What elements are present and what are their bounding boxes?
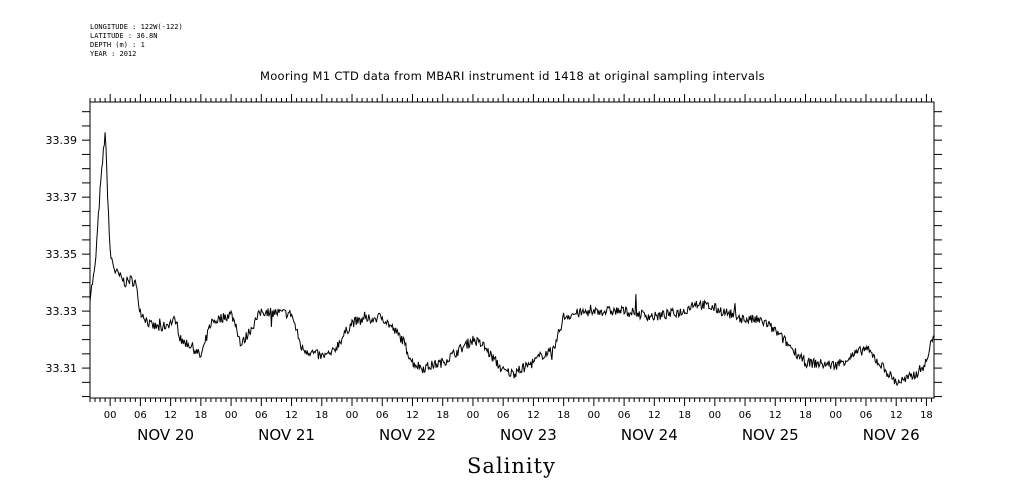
x-hour-tick-label: 12 xyxy=(769,410,782,421)
y-tick-label: 33.33 xyxy=(46,305,78,318)
x-hour-tick-label: 12 xyxy=(406,410,419,421)
x-hour-tick-label: 12 xyxy=(164,410,177,421)
metadata-block: LONGITUDE : 122W(-122) LATITUDE : 36.8N … xyxy=(90,23,183,59)
x-day-label: NOV 25 xyxy=(742,426,799,444)
x-day-label: NOV 26 xyxy=(863,426,920,444)
x-hour-tick-label: 00 xyxy=(104,410,117,421)
x-hour-tick-label: 00 xyxy=(588,410,601,421)
x-hour-tick-label: 00 xyxy=(829,410,842,421)
x-hour-tick-label: 18 xyxy=(678,410,691,421)
x-day-label: NOV 21 xyxy=(258,426,315,444)
x-axis-label: Salinity xyxy=(467,454,556,478)
x-hour-tick-label: 00 xyxy=(346,410,359,421)
y-tick-label: 33.31 xyxy=(46,362,78,375)
plot-frame xyxy=(89,101,935,399)
x-day-label: NOV 24 xyxy=(621,426,678,444)
depth-text: DEPTH (m) : 1 xyxy=(90,41,145,49)
x-hour-tick-label: 00 xyxy=(708,410,721,421)
year-text: YEAR : 2012 xyxy=(90,50,137,58)
x-hour-tick-label: 06 xyxy=(860,410,873,421)
x-hour-tick-label: 18 xyxy=(799,410,812,421)
x-hour-tick-label: 06 xyxy=(134,410,147,421)
x-hour-tick-label: 06 xyxy=(739,410,752,421)
x-hour-tick-label: 18 xyxy=(194,410,207,421)
x-hour-tick-label: 18 xyxy=(920,410,933,421)
salinity-series-line xyxy=(89,132,935,387)
x-day-label: NOV 23 xyxy=(500,426,557,444)
x-hour-tick-label: 06 xyxy=(497,410,510,421)
x-hour-tick-label: 06 xyxy=(618,410,631,421)
x-hour-tick-label: 12 xyxy=(527,410,540,421)
x-hour-tick-label: 12 xyxy=(285,410,298,421)
x-hour-tick-label: 06 xyxy=(376,410,389,421)
x-hour-tick-label: 12 xyxy=(648,410,661,421)
chart-title: Mooring M1 CTD data from MBARI instrumen… xyxy=(260,69,765,83)
y-tick-label: 33.35 xyxy=(46,248,78,261)
longitude-text: LONGITUDE : 122W(-122) xyxy=(90,23,183,31)
x-hour-tick-label: 18 xyxy=(315,410,328,421)
x-hour-tick-label: 06 xyxy=(255,410,268,421)
y-tick-label: 33.37 xyxy=(46,191,78,204)
x-hour-tick-label: 18 xyxy=(436,410,449,421)
x-hour-tick-label: 12 xyxy=(890,410,903,421)
y-tick-label: 33.39 xyxy=(46,134,78,147)
latitude-text: LATITUDE : 36.8N xyxy=(90,32,158,40)
x-day-label: NOV 20 xyxy=(137,426,194,444)
x-day-label: NOV 22 xyxy=(379,426,436,444)
x-hour-tick-label: 00 xyxy=(225,410,238,421)
x-hour-tick-label: 18 xyxy=(557,410,570,421)
x-hour-tick-label: 00 xyxy=(467,410,480,421)
